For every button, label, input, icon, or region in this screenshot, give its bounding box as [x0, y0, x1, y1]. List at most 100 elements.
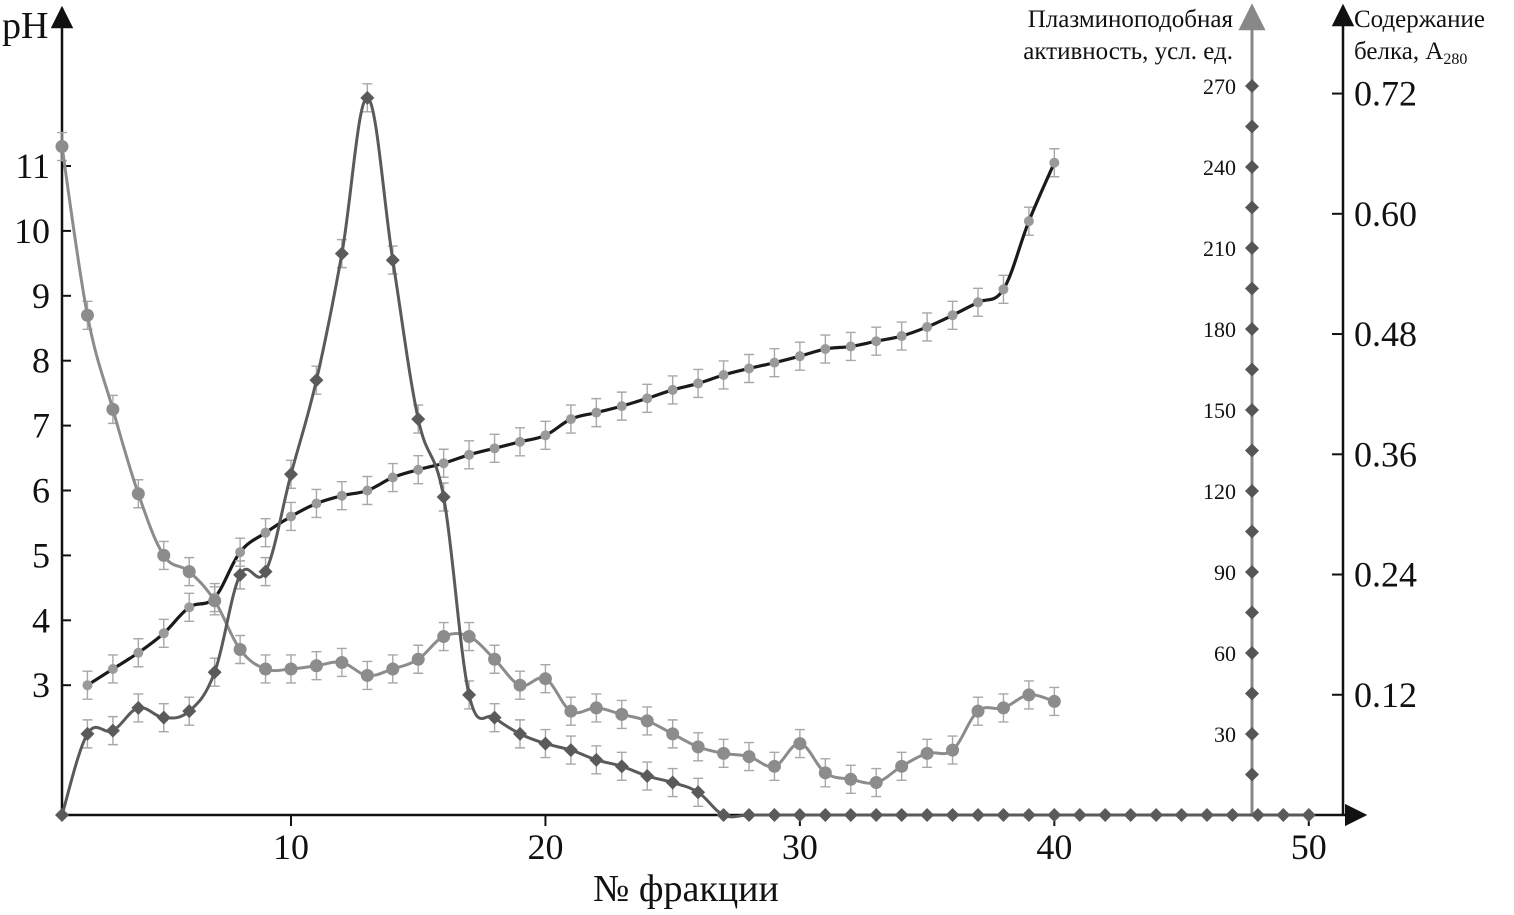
- data-point: [157, 548, 171, 562]
- data-point: [487, 710, 502, 725]
- data-point: [691, 740, 705, 754]
- activity-axis-marker: [1245, 484, 1259, 498]
- data-point: [385, 253, 400, 268]
- data-point: [996, 808, 1011, 822]
- data-point: [1023, 216, 1034, 227]
- data-point: [309, 373, 324, 388]
- activity-axis-marker: [1245, 767, 1259, 782]
- activity-tick-label: 90: [1214, 560, 1236, 585]
- activity-tick-label: 240: [1203, 155, 1236, 180]
- data-point: [1021, 808, 1036, 822]
- data-point: [642, 393, 653, 404]
- ph-gradient-series: [82, 148, 1060, 700]
- activity-tick-label: 120: [1203, 479, 1236, 504]
- data-point: [1276, 808, 1291, 822]
- ph-tick-label: 9: [32, 276, 50, 316]
- data-point: [1123, 808, 1138, 822]
- data-point: [845, 341, 856, 352]
- data-point: [235, 547, 246, 558]
- data-point: [691, 785, 706, 800]
- data-point: [667, 384, 678, 395]
- ph-tick-label: 3: [32, 665, 50, 705]
- data-point: [665, 775, 680, 790]
- protein-axis-title-line2: белка, A280: [1354, 38, 1467, 68]
- ph-tick-label: 11: [15, 146, 50, 186]
- ph-tick-label: 10: [14, 211, 50, 251]
- protein-axis-title-sub: 280: [1443, 51, 1467, 68]
- data-point: [1047, 808, 1062, 822]
- data-point: [1047, 694, 1061, 708]
- data-point: [80, 308, 94, 322]
- data-point: [920, 808, 935, 822]
- data-point: [411, 412, 426, 427]
- data-point: [464, 449, 475, 460]
- activity-axis-marker: [1245, 79, 1259, 93]
- data-point: [896, 331, 907, 342]
- data-point: [793, 737, 807, 751]
- data-point: [311, 498, 322, 509]
- activity-axis-marker: [1245, 727, 1259, 741]
- data-point: [284, 467, 298, 482]
- data-point: [233, 643, 247, 657]
- ph-tick-label: 4: [32, 600, 50, 640]
- data-point: [207, 665, 222, 680]
- data-point: [767, 808, 782, 822]
- data-point: [1250, 808, 1265, 822]
- data-point: [436, 489, 451, 504]
- activity-axis-marker: [1245, 119, 1259, 134]
- data-point: [106, 402, 120, 416]
- data-point: [818, 808, 833, 822]
- ph-tick-label: 5: [32, 535, 50, 575]
- data-point: [1149, 808, 1164, 822]
- data-point: [133, 647, 144, 658]
- data-point: [208, 594, 222, 608]
- data-point: [1225, 808, 1240, 822]
- ph-tick-label: 8: [32, 341, 50, 381]
- data-point: [716, 808, 731, 822]
- ph-tick-label: 6: [32, 471, 50, 511]
- protein-tick-label: 0.48: [1354, 314, 1417, 354]
- data-point: [336, 490, 347, 501]
- data-point: [335, 655, 349, 669]
- data-point: [538, 736, 553, 751]
- protein-series: [55, 131, 1061, 798]
- x-tick-label: 40: [1036, 827, 1072, 867]
- data-point: [259, 662, 273, 676]
- data-point: [742, 808, 756, 822]
- data-point: [869, 776, 883, 790]
- data-point: [360, 90, 375, 105]
- data-point: [462, 687, 477, 702]
- x-tick-label: 10: [273, 827, 309, 867]
- data-point: [233, 567, 248, 582]
- data-point: [1200, 808, 1214, 822]
- x-tick-label: 30: [782, 827, 818, 867]
- data-point: [284, 662, 298, 676]
- data-point: [362, 485, 373, 496]
- data-point: [666, 727, 680, 741]
- x-tick-label: 50: [1291, 827, 1327, 867]
- activity-series: [55, 83, 1316, 822]
- data-point: [894, 808, 909, 822]
- data-point: [182, 565, 196, 579]
- activity-tick-label: 30: [1214, 722, 1236, 747]
- data-point: [538, 672, 552, 686]
- activity-tick-label: 270: [1203, 74, 1236, 99]
- data-point: [260, 527, 271, 538]
- data-point: [565, 414, 576, 425]
- data-point: [844, 772, 858, 786]
- protein-tick-label: 0.24: [1354, 555, 1417, 595]
- data-point: [513, 726, 527, 741]
- data-point: [82, 680, 93, 691]
- data-point: [640, 714, 654, 728]
- data-point: [488, 652, 502, 666]
- activity-tick-label: 210: [1203, 236, 1236, 261]
- data-point: [564, 704, 578, 718]
- data-point: [107, 663, 118, 674]
- x-axis-title: № фракции: [593, 868, 779, 910]
- activity-axis-marker: [1245, 241, 1259, 255]
- activity-axis-marker: [1245, 565, 1259, 579]
- data-point: [1098, 808, 1113, 822]
- protein-tick-label: 0.12: [1354, 675, 1417, 715]
- data-point: [945, 808, 960, 822]
- data-point: [309, 659, 323, 673]
